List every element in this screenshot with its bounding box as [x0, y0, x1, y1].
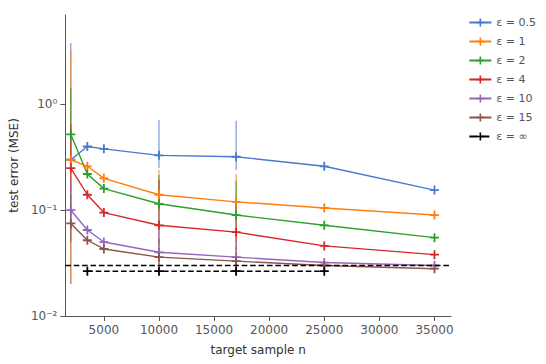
svg-text:10⁰: 10⁰ — [37, 97, 57, 111]
svg-text:20000: 20000 — [250, 323, 288, 337]
svg-text:5000: 5000 — [89, 323, 120, 337]
svg-text:30000: 30000 — [360, 323, 398, 337]
svg-text:target sample n: target sample n — [210, 343, 305, 357]
svg-text:10⁻¹: 10⁻¹ — [31, 203, 58, 217]
svg-text:ε = 4: ε = 4 — [496, 73, 525, 86]
svg-text:25000: 25000 — [305, 323, 343, 337]
svg-text:test error (MSE): test error (MSE) — [7, 118, 21, 213]
svg-text:ε = ∞: ε = ∞ — [496, 130, 527, 143]
svg-text:ε = 1: ε = 1 — [496, 35, 525, 48]
svg-text:15000: 15000 — [195, 323, 233, 337]
svg-text:ε = 10: ε = 10 — [496, 92, 532, 105]
svg-text:ε = 0.5: ε = 0.5 — [496, 16, 536, 29]
svg-text:10000: 10000 — [140, 323, 178, 337]
svg-text:ε = 15: ε = 15 — [496, 111, 532, 124]
svg-text:10⁻²: 10⁻² — [31, 309, 58, 323]
svg-text:ε = 2: ε = 2 — [496, 54, 525, 67]
svg-text:35000: 35000 — [415, 323, 453, 337]
